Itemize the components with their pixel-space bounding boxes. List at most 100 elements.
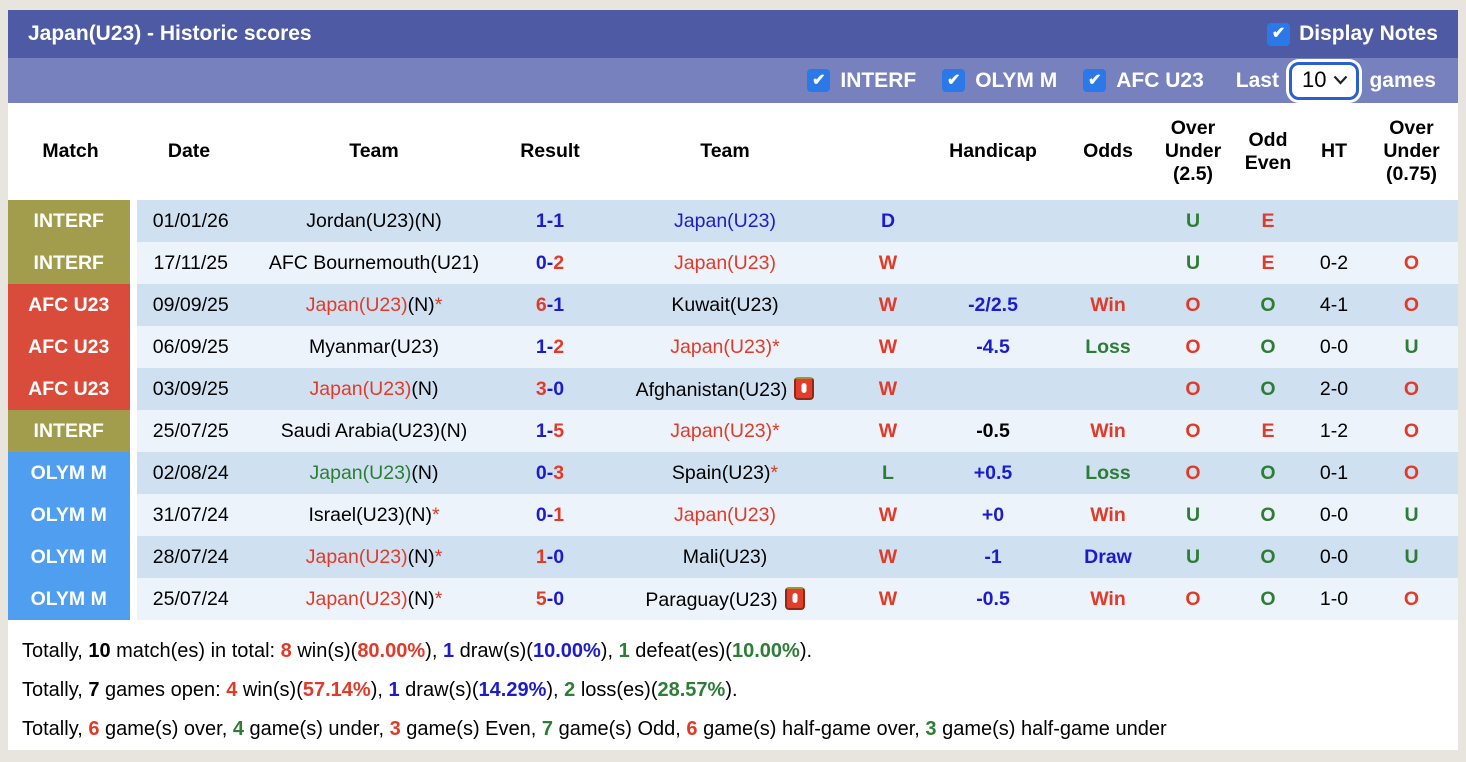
- totals-segment: Totally,: [22, 718, 89, 740]
- odd-even-cell: O: [1233, 284, 1303, 326]
- totals-segment: 80.00%: [357, 640, 426, 662]
- team-name-part: *: [434, 293, 443, 316]
- handicap-cell: -2/2.5: [923, 284, 1063, 326]
- totals-segment: 2: [564, 679, 576, 701]
- score-separator: -: [546, 377, 554, 400]
- column-header-team-home: Team: [245, 103, 503, 200]
- team-name-part: Israel(U23)(N): [308, 503, 432, 526]
- competition-badge: AFC U23: [8, 284, 137, 326]
- odds-cell: Win: [1063, 410, 1153, 452]
- handicap-cell: [923, 200, 1063, 242]
- totals-segment: 6: [686, 718, 698, 740]
- filter-label-afc-u23: AFC U23: [1116, 68, 1204, 92]
- result-cell: 1-1: [503, 200, 597, 242]
- score-separator: -: [546, 545, 554, 568]
- date-cell: 25/07/24: [133, 578, 245, 620]
- away-team-cell: Afghanistan(U23): [597, 368, 853, 410]
- home-team-cell: AFC Bournemouth(U21): [245, 242, 503, 284]
- filter-checkbox-interf[interactable]: ✔: [807, 69, 831, 92]
- check-icon: ✔: [946, 71, 961, 89]
- totals-segment: draw(s)(: [399, 679, 479, 701]
- totals-segment: 1: [618, 640, 630, 662]
- team-name-part: Saudi Arabia(U23)(N): [280, 419, 468, 442]
- odds-cell: Win: [1063, 494, 1153, 536]
- team-name-part: Paraguay(U23): [645, 588, 778, 611]
- filter-item-afc-u23: ✔ AFC U23: [1083, 69, 1204, 93]
- column-header-date: Date: [133, 103, 245, 200]
- away-score: 0: [553, 545, 565, 568]
- column-header-team-away: Team: [597, 103, 853, 200]
- team-name-part: Japan(U23): [674, 503, 776, 526]
- odd-even-cell: E: [1233, 410, 1303, 452]
- totals-segment: 1: [388, 679, 400, 701]
- odd-even-cell: O: [1233, 536, 1303, 578]
- team-name-part: Mali(U23): [682, 545, 768, 568]
- handicap-cell: +0.5: [923, 452, 1063, 494]
- away-team-cell: Kuwait(U23): [597, 284, 853, 326]
- handicap-cell: -0.5: [923, 578, 1063, 620]
- outcome-cell: W: [853, 284, 923, 326]
- odd-even-cell: O: [1233, 578, 1303, 620]
- competition-badge: OLYM M: [8, 578, 137, 620]
- score-separator: -: [546, 251, 554, 274]
- totals-line-1: Totally, 10 match(es) in total: 8 win(s)…: [22, 640, 1444, 662]
- date-cell: 25/07/25: [133, 410, 245, 452]
- home-team-cell: Jordan(U23)(N): [245, 200, 503, 242]
- home-team-cell: Japan(U23)(N): [245, 452, 503, 494]
- display-notes-checkbox[interactable]: ✔: [1267, 22, 1291, 46]
- competition-filters: ✔ INTERF ✔ OLYM M ✔ AFC U23: [807, 69, 1204, 93]
- match-row: INTERF 17/11/25 AFC Bournemouth(U21) 0-2 Jap…: [8, 242, 1458, 284]
- team-name-part: (N): [411, 461, 439, 484]
- totals-line-2: Totally, 7 games open: 4 win(s)(57.14%),…: [22, 679, 1444, 701]
- away-score: 0: [553, 587, 565, 610]
- column-header-outcome: [853, 103, 923, 200]
- match-row: AFC U23 09/09/25 Japan(U23)(N)* 6-1 Kuwait(U…: [8, 284, 1458, 326]
- totals-segment: 7: [88, 679, 100, 701]
- competition-badge: INTERF: [8, 242, 137, 284]
- competition-badge: INTERF: [8, 200, 137, 242]
- last-games-select[interactable]: 10: [1288, 61, 1360, 100]
- check-icon: ✔: [812, 71, 826, 89]
- ht-cell: 4-1: [1303, 284, 1365, 326]
- team-name-part: Japan(U23): [305, 293, 408, 316]
- date-cell: 01/01/26: [133, 200, 245, 242]
- result-cell: 0-3: [503, 452, 597, 494]
- over-under-2-5-cell: U: [1153, 494, 1233, 536]
- home-team-cell: Japan(U23)(N)*: [245, 284, 503, 326]
- totals-segment: 4: [226, 679, 238, 701]
- over-under-0-75-cell: O: [1365, 452, 1458, 494]
- team-name-part: Kuwait(U23): [671, 293, 779, 316]
- home-team-cell: Japan(U23)(N)*: [245, 536, 503, 578]
- title-bar: Japan(U23) - Historic scores ✔ Display N…: [8, 10, 1458, 58]
- date-cell: 28/07/24: [133, 536, 245, 578]
- last-games-value: 10: [1301, 66, 1327, 92]
- date-cell: 02/08/24: [133, 452, 245, 494]
- match-row: AFC U23 06/09/25 Myanmar(U23) 1-2 Japan(U23)…: [8, 326, 1458, 368]
- outcome-cell: W: [853, 578, 923, 620]
- totals-segment: 57.14%: [302, 679, 371, 701]
- away-team-cell: Japan(U23)*: [597, 410, 853, 452]
- odd-even-cell: O: [1233, 326, 1303, 368]
- match-row: OLYM M 02/08/24 Japan(U23)(N) 0-3 Spain(U23)…: [8, 452, 1458, 494]
- away-score: 3: [553, 461, 565, 484]
- score-separator: -: [546, 335, 554, 358]
- over-under-0-75-cell: O: [1365, 410, 1458, 452]
- filter-item-interf: ✔ INTERF: [807, 69, 916, 93]
- totals-segment: win(s)(: [291, 640, 358, 662]
- team-name-part: (N): [411, 377, 439, 400]
- result-cell: 5-0: [503, 578, 597, 620]
- ht-cell: 0-1: [1303, 452, 1365, 494]
- filter-checkbox-olym-m[interactable]: ✔: [942, 69, 966, 92]
- totals-segment: 8: [280, 640, 292, 662]
- home-score: 1: [535, 335, 547, 358]
- ht-cell: 0-0: [1303, 326, 1365, 368]
- odd-even-cell: O: [1233, 452, 1303, 494]
- red-card-icon: [784, 586, 805, 610]
- filter-checkbox-afc-u23[interactable]: ✔: [1083, 69, 1107, 92]
- column-header-over-under-0-75: Over Under (0.75): [1365, 103, 1458, 200]
- totals-segment: game(s) half-game under: [936, 718, 1167, 740]
- date-cell: 09/09/25: [133, 284, 245, 326]
- handicap-cell: -0.5: [923, 410, 1063, 452]
- totals-line-3: Totally, 6 game(s) over, 4 game(s) under…: [22, 718, 1444, 740]
- handicap-cell: +0: [923, 494, 1063, 536]
